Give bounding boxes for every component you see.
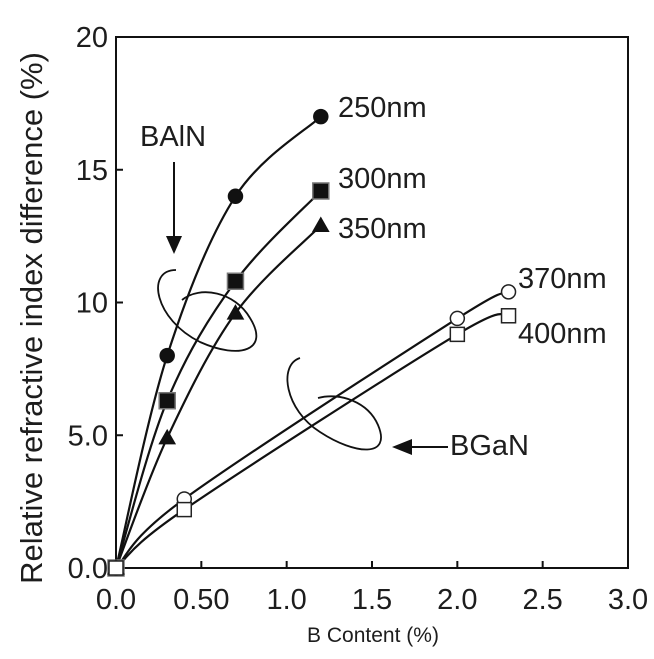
- y-tick-label: 20: [76, 22, 108, 54]
- data-point-250nm: [227, 188, 244, 205]
- data-point-370nm: [500, 284, 517, 300]
- data-point-400nm: [449, 326, 466, 343]
- x-tick-label: 0.50: [173, 584, 229, 616]
- data-point-400nm: [500, 308, 517, 324]
- markers-layer: [107, 108, 517, 577]
- data-point-400nm: [176, 501, 193, 518]
- data-point-400nm: [108, 560, 124, 576]
- x-tick-label: 1.5: [352, 584, 392, 616]
- series-label-350nm: 350nm: [338, 213, 427, 245]
- series-line-350nm: [114, 224, 322, 569]
- y-tick-label: 0.0: [68, 553, 108, 585]
- series-line-250nm: [114, 115, 322, 569]
- y-tick-label: 5.0: [68, 420, 108, 452]
- series-label-300nm: 300nm: [338, 163, 427, 195]
- bgan-arrow-head: [392, 439, 412, 455]
- series-label-400nm: 400nm: [518, 318, 607, 350]
- x-tick-label: 3.0: [608, 584, 648, 616]
- data-point-300nm: [312, 182, 330, 200]
- series-line-400nm: [115, 313, 509, 569]
- data-point-350nm: [158, 428, 177, 445]
- series-line-370nm: [115, 290, 510, 569]
- y-axis-title: Relative refractive index difference (%): [14, 52, 49, 584]
- data-point-350nm: [226, 304, 245, 320]
- data-point-300nm: [226, 272, 245, 291]
- axes-layer: 0.0 0.50 1.0 1.5 2.0 2.5 3.0 0.0 5.0 10 15 20: [68, 22, 648, 616]
- y-tick-label: 15: [76, 155, 108, 187]
- series-label-250nm: 250nm: [338, 92, 427, 124]
- series-line-300nm: [114, 190, 322, 569]
- x-tick-label: 2.5: [523, 584, 563, 616]
- series-label-370nm: 370nm: [518, 263, 607, 295]
- x-tick-label: 2.0: [437, 584, 477, 616]
- data-point-250nm: [159, 347, 175, 364]
- baln-group-loop: [157, 269, 258, 352]
- data-point-370nm: [449, 310, 466, 327]
- x-tick-label: 0.0: [96, 584, 136, 616]
- x-axis-title: B Content (%): [307, 624, 439, 647]
- data-point-250nm: [313, 108, 329, 125]
- bgan-group-loop: [286, 357, 382, 451]
- baln-arrow-head: [166, 236, 182, 254]
- data-point-300nm: [158, 391, 176, 410]
- x-tick-label: 1.0: [267, 584, 307, 616]
- curves-layer: [114, 115, 510, 569]
- data-point-350nm: [311, 216, 330, 233]
- y-tick-label: 10: [76, 288, 108, 320]
- annotation-label-bgan: BGaN: [450, 430, 529, 462]
- annotation-layer: 250nm 300nm 350nm 370nm 400nm: [157, 92, 607, 455]
- annotation-label-baln: BAlN: [140, 121, 206, 153]
